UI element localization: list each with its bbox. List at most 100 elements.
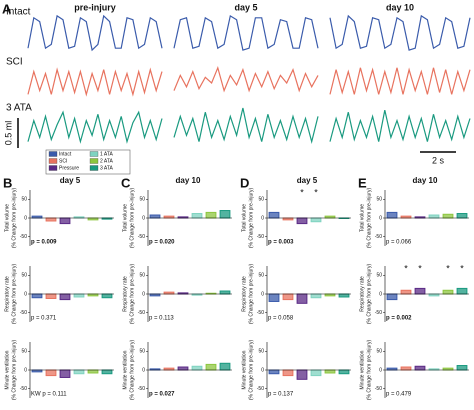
y-tick-label: 50 [21,273,27,279]
y-tick-label: -50 [375,234,382,240]
trace [173,107,319,144]
y-axis-label: Minute ventilation [4,350,10,389]
column-title: day 10 [386,2,414,12]
trace [27,14,163,52]
y-tick-label: 0 [261,215,264,221]
bar [219,362,231,371]
column-title: day 5 [234,2,257,12]
p-value: p = 0.113 [149,316,174,322]
y-tick-label: -50 [257,386,264,392]
panel-title: day 10 [176,176,201,185]
y-axis-label: Total volume [122,204,128,232]
bar [191,213,203,219]
bar [428,214,440,219]
row-label: SCI [6,57,23,68]
trace [27,110,163,144]
panel-label: D [240,175,249,190]
bar [219,290,231,295]
p-value: p = 0.020 [149,240,175,246]
y-tick-label: 0 [142,367,145,373]
y-tick-label: 0 [261,291,264,297]
y-axis-label: (% Change from pre-injury) [11,340,17,401]
bar [101,369,113,375]
p-value: p = 0.058 [268,316,294,322]
legend-label: 3 ATA [100,165,114,171]
y-tick-label: 0 [379,291,382,297]
bar [31,293,43,299]
y-tick-label: 50 [376,197,382,203]
y-tick-label: 50 [139,349,145,355]
y-tick-label: 0 [379,215,382,221]
y-tick-label: 0 [24,215,27,221]
y-tick-label: 50 [258,349,264,355]
bar [101,293,113,299]
legend-swatch [48,158,58,164]
bar [268,293,280,302]
y-tick-label: -50 [20,386,27,392]
y-tick-label: -50 [375,310,382,316]
bar [456,287,468,295]
bar [296,217,308,225]
bar [268,369,280,375]
y-tick-label: 0 [261,367,264,373]
bar [191,365,203,371]
panel-label: B [3,175,12,190]
significance-star: * [460,263,464,273]
bar [456,213,468,219]
bar [205,363,217,371]
panel-title: day 5 [60,176,81,185]
legend-swatch [48,151,58,157]
legend-swatch [48,165,58,171]
legend-label: 1 ATA [100,151,114,157]
significance-star: * [404,263,408,273]
y-axis-label: (% Change from pre-injury) [366,340,372,401]
panel-label: C [121,175,131,190]
p-value: p = 0.479 [386,392,412,398]
y-axis-label: Minute ventilation [359,350,365,389]
bar [296,293,308,304]
y-axis-label: (% Change from pre-injury) [248,340,254,401]
y-tick-label: 0 [24,291,27,297]
bar [414,365,426,371]
bar [296,369,308,380]
bar [386,293,398,301]
y-tick-label: 50 [376,273,382,279]
bar [282,369,294,377]
y-axis-label: (% Change from pre-injury) [366,188,372,249]
y-axis-label: Minute ventilation [122,350,128,389]
y-tick-label: -50 [138,310,145,316]
bar [149,214,161,219]
y-tick-label: -50 [138,386,145,392]
trace [329,67,471,95]
trace [329,14,471,51]
y-tick-label: 0 [24,367,27,373]
y-tick-label: 50 [139,273,145,279]
y-axis-label: (% Change from pre-injury) [11,264,17,325]
legend-label: Intact [59,151,72,157]
y-axis-label: (% Change from pre-injury) [129,340,135,401]
y-axis-label: (% Change from pre-injury) [129,188,135,249]
bar [442,289,454,295]
trace [173,65,319,93]
panel-title: day 10 [413,176,438,185]
panel-title: day 5 [297,176,318,185]
y-axis-label: (% Change from pre-injury) [366,264,372,325]
y-tick-label: -50 [20,310,27,316]
bar [59,217,71,225]
bar [45,369,57,377]
bar [45,217,57,222]
p-value: p = 0.137 [268,392,294,398]
bar [310,217,322,223]
y-tick-label: 50 [21,349,27,355]
y-axis-label: Respiratory rate [122,276,128,312]
p-value: p = 0.066 [386,240,412,246]
bar [456,365,468,371]
scale-time-label: 2 s [432,155,445,165]
y-axis-label: Total volume [241,204,247,232]
column-title: pre-injury [74,2,116,12]
p-value: KW p = 0.111 [31,392,67,398]
legend-swatch [89,158,99,164]
y-tick-label: -50 [257,310,264,316]
bar [338,369,350,375]
row-label: 3 ATA [6,103,32,114]
